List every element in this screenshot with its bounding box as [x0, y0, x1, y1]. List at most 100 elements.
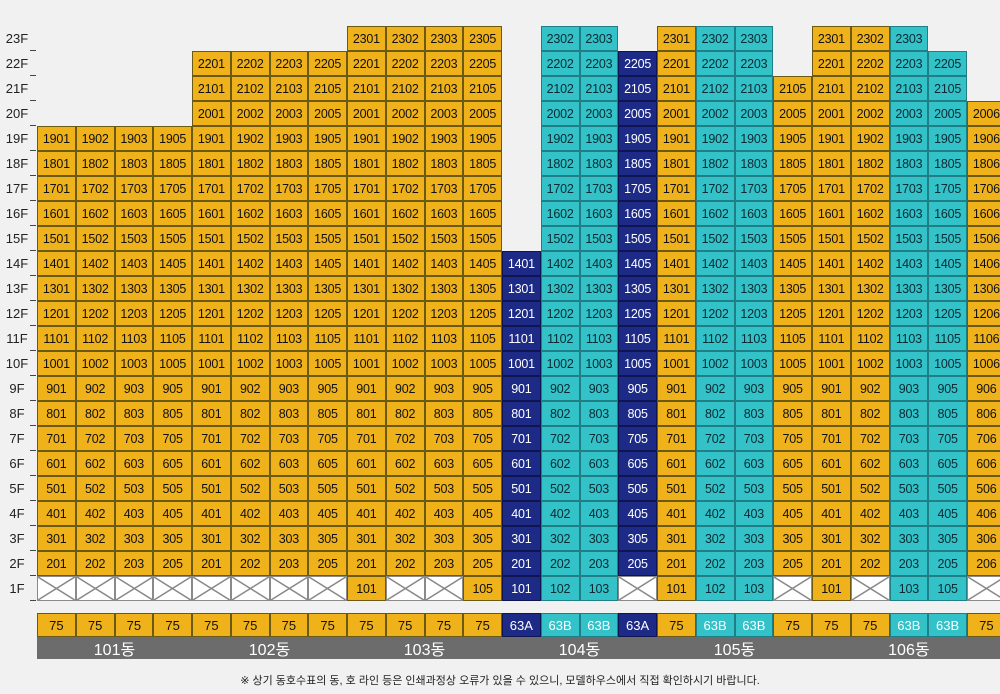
unit-cell: 602: [230, 451, 270, 476]
unit-cell: 803: [579, 401, 619, 426]
unit-cell: 605: [463, 451, 502, 476]
unit-cell: 1203: [424, 301, 464, 326]
unit-cell: 1902: [540, 126, 580, 151]
empty-unit-cell: [308, 576, 347, 601]
empty-unit-cell: [618, 576, 657, 601]
unit-cell: 1501: [657, 226, 696, 251]
unit-cell: 706: [967, 426, 1000, 451]
unit-cell: 1505: [928, 226, 967, 251]
floor-label-12f: 12F: [5, 306, 29, 321]
unit-cell: 1402: [230, 251, 270, 276]
unit-cell: 1001: [347, 351, 386, 376]
unit-cell: 2103: [889, 76, 929, 101]
unit-cell: 305: [463, 526, 502, 551]
unit-cell: 1903: [114, 126, 154, 151]
unit-cell: 1002: [850, 351, 890, 376]
unit-cell: 1103: [579, 326, 619, 351]
floor-label-1f: 1F: [9, 581, 25, 596]
floor-tick: [30, 75, 36, 76]
floor-label-4f: 4F: [9, 506, 25, 521]
unit-cell: 1106: [967, 326, 1000, 351]
unit-type-cell: 63A: [618, 613, 657, 637]
unit-cell: 1103: [424, 326, 464, 351]
cross-mark-icon: [426, 577, 463, 600]
unit-cell: 1302: [230, 276, 270, 301]
unit-cell: 1102: [850, 326, 890, 351]
unit-cell: 2301: [657, 26, 696, 51]
unit-cell: 202: [695, 551, 735, 576]
unit-cell: 902: [540, 376, 580, 401]
unit-cell: 802: [850, 401, 890, 426]
unit-cell: 1301: [657, 276, 696, 301]
unit-cell: 302: [75, 526, 115, 551]
empty-unit-cell: [192, 576, 231, 601]
unit-cell: 803: [269, 401, 309, 426]
unit-cell: 1902: [385, 126, 425, 151]
unit-cell: 1902: [695, 126, 735, 151]
unit-cell: 205: [463, 551, 502, 576]
unit-cell: 2203: [424, 51, 464, 76]
unit-type-cell: 63A: [502, 613, 541, 637]
unit-cell: 1005: [773, 351, 812, 376]
unit-cell: 305: [308, 526, 347, 551]
unit-cell: 1001: [192, 351, 231, 376]
unit-cell: 1201: [812, 301, 851, 326]
unit-cell: 1205: [928, 301, 967, 326]
unit-cell: 1405: [773, 251, 812, 276]
unit-cell: 802: [695, 401, 735, 426]
unit-cell: 502: [385, 476, 425, 501]
floor-label-16f: 16F: [5, 206, 29, 221]
unit-cell: 703: [269, 426, 309, 451]
unit-cell: 1705: [618, 176, 657, 201]
unit-cell: 505: [153, 476, 192, 501]
unit-cell: 405: [618, 501, 657, 526]
unit-cell: 1301: [347, 276, 386, 301]
cross-mark-icon: [852, 577, 889, 600]
unit-cell: 1003: [269, 351, 309, 376]
unit-cell: 703: [734, 426, 774, 451]
unit-cell: 603: [424, 451, 464, 476]
unit-cell: 1802: [850, 151, 890, 176]
unit-cell: 2102: [230, 76, 270, 101]
unit-cell: 1605: [773, 201, 812, 226]
unit-cell: 301: [657, 526, 696, 551]
unit-cell: 1803: [889, 151, 929, 176]
empty-unit-cell: [424, 576, 464, 601]
unit-cell: 201: [657, 551, 696, 576]
unit-cell: 1303: [424, 276, 464, 301]
floor-tick: [30, 550, 36, 551]
unit-cell: 2205: [308, 51, 347, 76]
unit-cell: 1101: [812, 326, 851, 351]
cross-mark-icon: [77, 577, 114, 600]
floor-tick: [30, 500, 36, 501]
floor-tick: [30, 600, 36, 601]
unit-cell: 1805: [928, 151, 967, 176]
unit-cell: 1705: [773, 176, 812, 201]
unit-cell: 301: [37, 526, 76, 551]
unit-cell: 601: [812, 451, 851, 476]
unit-cell: 905: [928, 376, 967, 401]
unit-cell: 605: [928, 451, 967, 476]
unit-cell: 602: [695, 451, 735, 476]
unit-cell: 1602: [540, 201, 580, 226]
unit-cell: 301: [502, 526, 541, 551]
unit-cell: 601: [657, 451, 696, 476]
unit-type-cell: 75: [269, 613, 309, 637]
unit-cell: 402: [230, 501, 270, 526]
unit-cell: 1101: [192, 326, 231, 351]
unit-cell: 1403: [579, 251, 619, 276]
unit-cell: 1501: [192, 226, 231, 251]
unit-cell: 603: [734, 451, 774, 476]
unit-cell: 1703: [734, 176, 774, 201]
unit-cell: 1901: [347, 126, 386, 151]
unit-cell: 1801: [657, 151, 696, 176]
unit-cell: 702: [230, 426, 270, 451]
building-name: 104동: [502, 637, 657, 659]
unit-type-cell: 75: [967, 613, 1000, 637]
floor-label-19f: 19F: [5, 131, 29, 146]
unit-cell: 1203: [734, 301, 774, 326]
unit-cell: 202: [385, 551, 425, 576]
unit-cell: 2202: [850, 51, 890, 76]
unit-cell: 405: [928, 501, 967, 526]
unit-cell: 1003: [424, 351, 464, 376]
